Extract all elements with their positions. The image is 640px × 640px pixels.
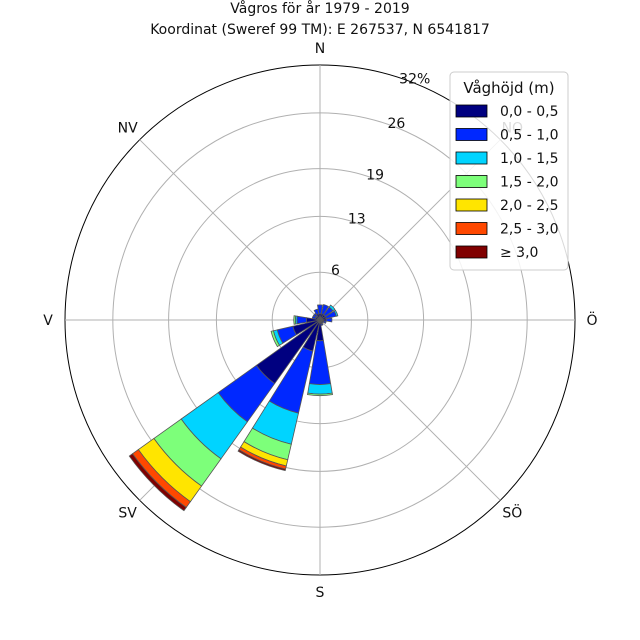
radial-tick-label-4: 32% [399,72,430,88]
bar-NNW-bin-1 [313,308,320,316]
legend-label-4: 2,0 - 2,5 [500,198,558,214]
bar-E-bin-1 [325,317,333,323]
legend-swatch-2 [455,151,488,165]
legend-swatch-5 [455,222,488,235]
bar-W-bin-3 [293,315,297,325]
radial-tick-label-3: 26 [388,116,406,132]
legend-box [449,71,569,271]
legend-swatch-0 [455,104,488,118]
direction-label-s: S [316,585,325,601]
bar-WNW-bin-1 [311,315,317,320]
bar-ESE-bin-1 [322,320,327,324]
bar-W-bin-1 [296,315,308,325]
bar-NE-bin-2 [328,304,336,312]
bar-S-bin-2 [307,383,333,395]
legend-label-3: 1,5 - 2,0 [500,175,558,191]
bar-SW-bin-6 [128,453,187,512]
legend-label-2: 1,0 - 1,5 [500,151,558,167]
direction-label-nw: NV [118,121,138,137]
chart-title: Vågros för år 1979 - 2019 [230,0,409,17]
bar-NW-bin-1 [312,312,318,318]
legend-swatch-3 [455,175,488,188]
bar-S-bin-3 [307,392,333,397]
legend-label-5: 2,5 - 3,0 [500,222,558,238]
radial-tick-label-1: 13 [348,212,366,228]
legend-title: Våghöjd (m) [463,79,554,97]
bar-ENE-bin-2 [333,309,339,317]
radial-tick-labels: 6 13 19 26 32% [331,72,430,279]
direction-label-e: Ö [586,311,597,329]
rose-bars [128,303,339,512]
direction-label-w: V [43,313,53,329]
legend: Våghöjd (m) 0,0 - 0,5 0,5 - 1,0 1,0 - 1,5 1… [449,71,569,271]
legend-label-1: 0,5 - 1,0 [500,128,558,144]
grid-spoke-7 [139,139,321,321]
chart-subtitle: Koordinat (Sweref 99 TM): E 267537, N 65… [150,22,490,38]
legend-label-6: ≥ 3,0 [500,245,538,261]
bar-NNE-bin-1 [320,303,329,316]
bar-WSW-bin-3 [270,330,281,348]
legend-swatch-4 [455,198,488,212]
bar-N-bin-1 [317,304,323,315]
legend-items: 0,0 - 0,5 0,5 - 1,0 1,0 - 1,5 1,5 - 2,0 2,0 … [455,104,558,261]
radial-tick-label-2: 19 [366,167,384,183]
direction-label-se: SÖ [502,503,522,521]
grid-spoke-3 [319,319,501,501]
radial-tick-label-0: 6 [331,263,340,279]
legend-label-0: 0,0 - 0,5 [500,104,558,120]
direction-label-sw: SV [118,505,137,521]
bar-SSW-bin-6 [237,449,287,472]
legend-swatch-6 [455,245,488,259]
direction-label-n: N [315,41,325,57]
legend-swatch-1 [455,128,488,141]
